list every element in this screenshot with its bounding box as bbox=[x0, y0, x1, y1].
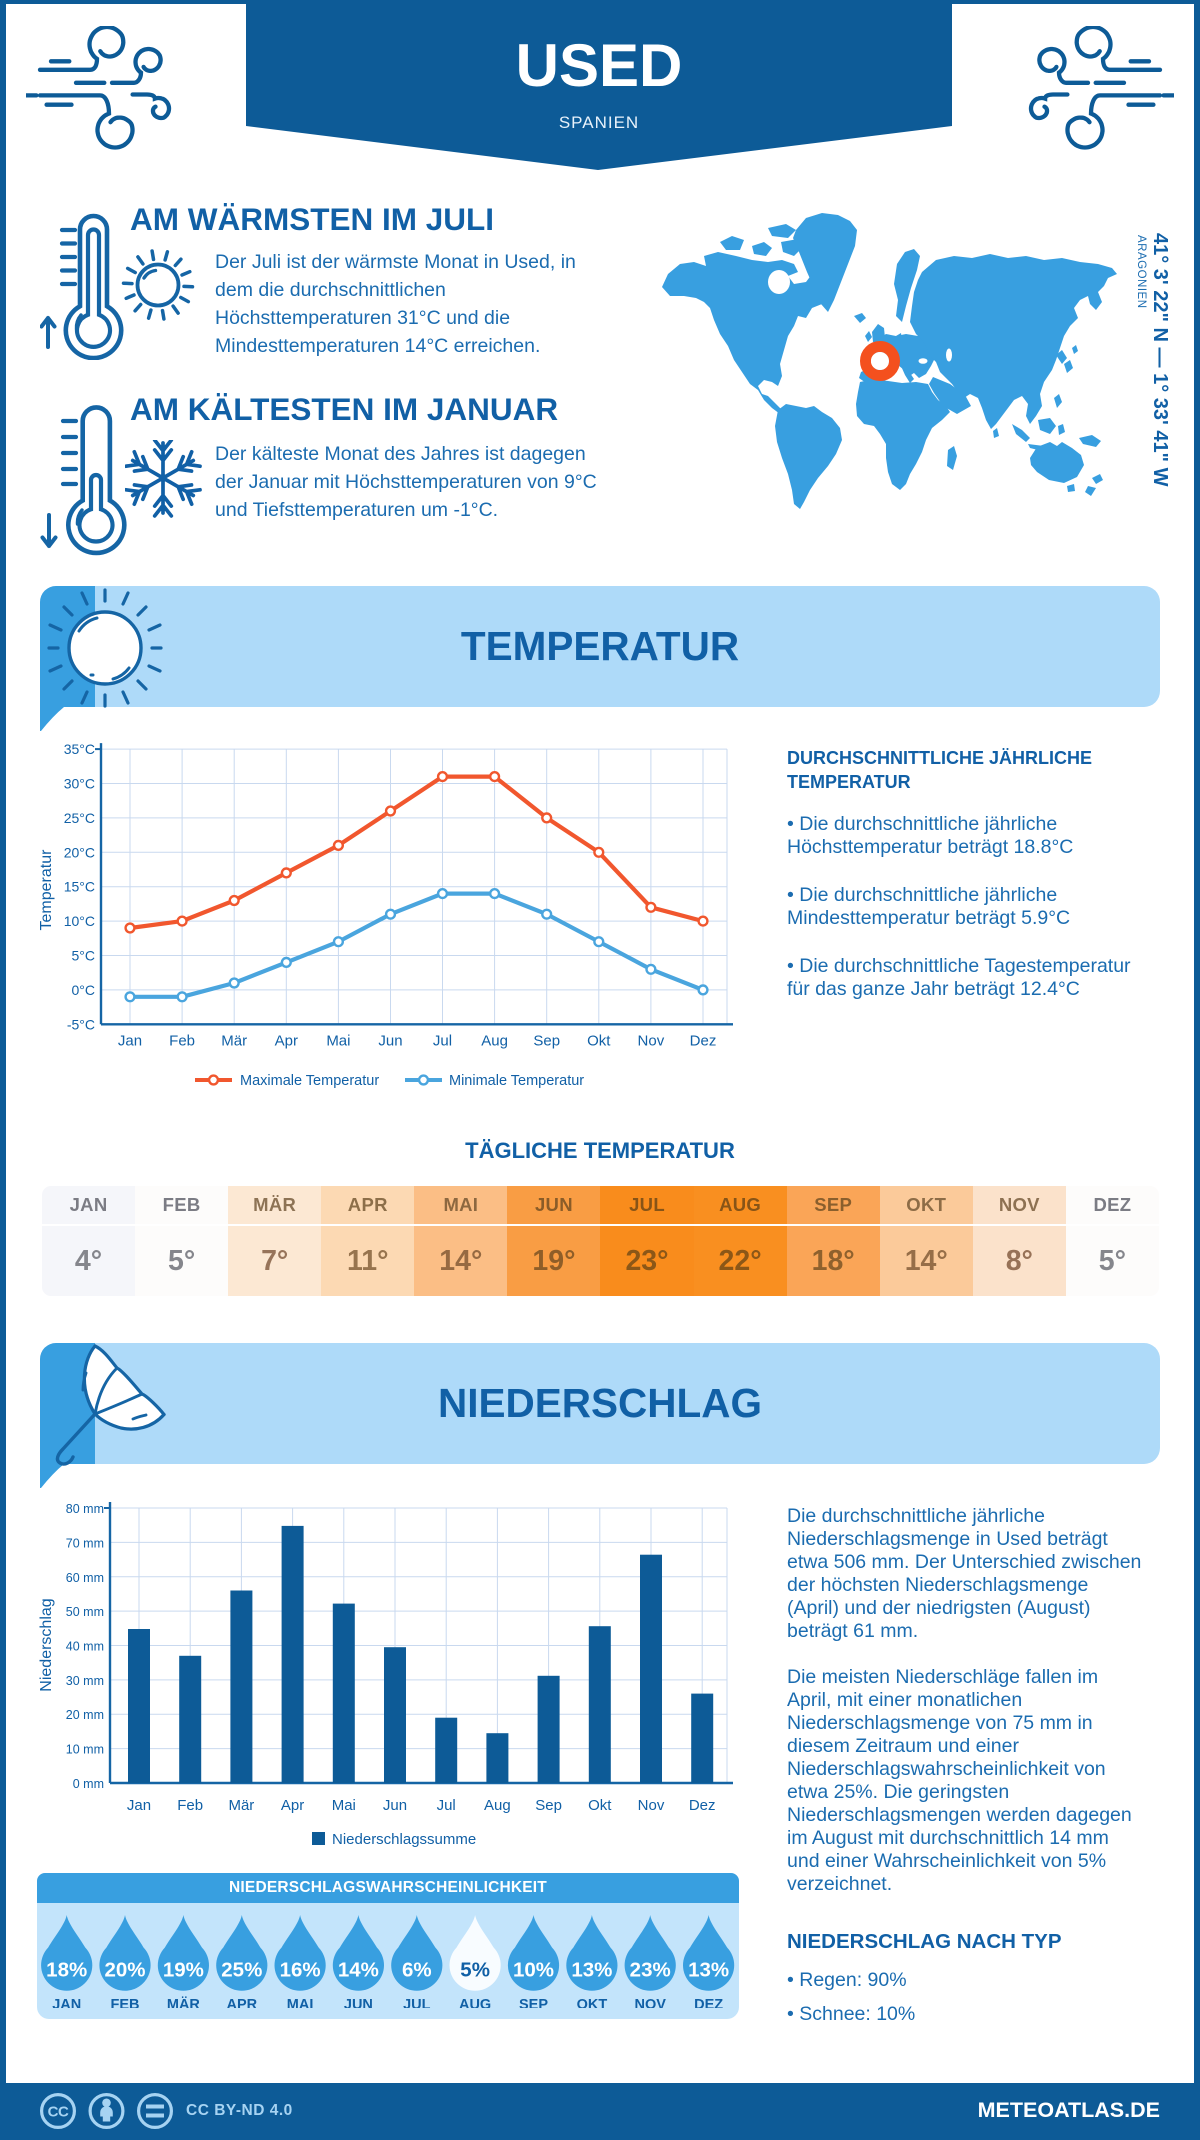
svg-text:Apr: Apr bbox=[281, 1797, 304, 1814]
svg-text:60 mm: 60 mm bbox=[66, 1571, 104, 1585]
svg-text:Okt: Okt bbox=[588, 1797, 612, 1814]
svg-text:Nov: Nov bbox=[638, 1797, 665, 1814]
svg-text:Jun: Jun bbox=[383, 1797, 407, 1814]
svg-text:JAN: JAN bbox=[52, 1997, 81, 2008]
svg-text:20 mm: 20 mm bbox=[66, 1708, 104, 1722]
svg-text:5%: 5% bbox=[460, 1959, 490, 1982]
svg-text:20%: 20% bbox=[104, 1959, 145, 1982]
svg-text:JUN: JUN bbox=[344, 1997, 373, 2008]
svg-text:Apr: Apr bbox=[275, 1032, 298, 1049]
svg-text:JUL: JUL bbox=[403, 1997, 431, 2008]
svg-text:Maximale Temperatur: Maximale Temperatur bbox=[240, 1073, 379, 1089]
svg-text:SEP: SEP bbox=[519, 1997, 548, 2008]
svg-text:APR: APR bbox=[226, 1997, 257, 2008]
svg-text:DEZ: DEZ bbox=[694, 1997, 723, 2008]
svg-text:Aug: Aug bbox=[484, 1797, 511, 1814]
svg-text:10°C: 10°C bbox=[64, 913, 95, 929]
svg-text:MÄR: MÄR bbox=[167, 1996, 201, 2008]
svg-text:19%: 19% bbox=[163, 1959, 204, 1982]
svg-text:20°C: 20°C bbox=[64, 844, 95, 860]
svg-text:Dez: Dez bbox=[689, 1797, 716, 1814]
svg-text:70 mm: 70 mm bbox=[66, 1536, 104, 1550]
svg-text:15°C: 15°C bbox=[64, 879, 95, 895]
svg-text:23%: 23% bbox=[630, 1959, 671, 1982]
svg-text:MAI: MAI bbox=[287, 1997, 314, 2008]
svg-text:30 mm: 30 mm bbox=[66, 1674, 104, 1688]
svg-text:Mär: Mär bbox=[221, 1032, 247, 1049]
svg-text:18%: 18% bbox=[46, 1959, 87, 1982]
svg-text:NOV: NOV bbox=[634, 1997, 666, 2008]
svg-text:0 mm: 0 mm bbox=[73, 1777, 104, 1791]
svg-text:Jan: Jan bbox=[127, 1797, 151, 1814]
svg-text:Okt: Okt bbox=[587, 1032, 611, 1049]
svg-text:50 mm: 50 mm bbox=[66, 1605, 104, 1619]
svg-text:10%: 10% bbox=[513, 1959, 554, 1982]
svg-text:-5°C: -5°C bbox=[67, 1016, 95, 1032]
svg-text:6%: 6% bbox=[402, 1959, 432, 1982]
svg-text:Niederschlagssumme: Niederschlagssumme bbox=[332, 1831, 476, 1848]
svg-text:FEB: FEB bbox=[111, 1997, 140, 2008]
svg-text:0°C: 0°C bbox=[72, 982, 96, 998]
svg-text:Minimale Temperatur: Minimale Temperatur bbox=[449, 1073, 584, 1089]
svg-text:35°C: 35°C bbox=[64, 741, 95, 757]
svg-text:25°C: 25°C bbox=[64, 810, 95, 826]
svg-text:Aug: Aug bbox=[481, 1032, 508, 1049]
svg-text:Jun: Jun bbox=[378, 1032, 402, 1049]
svg-text:OKT: OKT bbox=[577, 1997, 608, 2008]
svg-text:13%: 13% bbox=[571, 1959, 612, 1982]
svg-text:16%: 16% bbox=[280, 1959, 321, 1982]
svg-text:25%: 25% bbox=[221, 1959, 262, 1982]
svg-text:Jul: Jul bbox=[433, 1032, 452, 1049]
svg-text:Sep: Sep bbox=[533, 1032, 560, 1049]
svg-text:Nov: Nov bbox=[638, 1032, 665, 1049]
svg-text:10 mm: 10 mm bbox=[66, 1743, 104, 1757]
svg-text:Mai: Mai bbox=[326, 1032, 350, 1049]
svg-text:13%: 13% bbox=[688, 1959, 729, 1982]
svg-text:80 mm: 80 mm bbox=[66, 1502, 104, 1516]
svg-text:AUG: AUG bbox=[459, 1997, 491, 2008]
svg-text:Niederschlag: Niederschlag bbox=[38, 1598, 55, 1691]
svg-text:Jan: Jan bbox=[118, 1032, 142, 1049]
svg-text:Jul: Jul bbox=[437, 1797, 456, 1814]
svg-text:30°C: 30°C bbox=[64, 776, 95, 792]
svg-text:40 mm: 40 mm bbox=[66, 1640, 104, 1654]
svg-text:5°C: 5°C bbox=[72, 948, 96, 964]
svg-text:Feb: Feb bbox=[169, 1032, 195, 1049]
svg-text:14%: 14% bbox=[338, 1959, 379, 1982]
svg-text:Sep: Sep bbox=[535, 1797, 562, 1814]
svg-text:Feb: Feb bbox=[177, 1797, 203, 1814]
svg-text:Dez: Dez bbox=[690, 1032, 717, 1049]
svg-text:Mai: Mai bbox=[332, 1797, 356, 1814]
svg-text:Mär: Mär bbox=[228, 1797, 254, 1814]
svg-text:Temperatur: Temperatur bbox=[38, 849, 55, 931]
svg-text:CC: CC bbox=[48, 2104, 69, 2121]
